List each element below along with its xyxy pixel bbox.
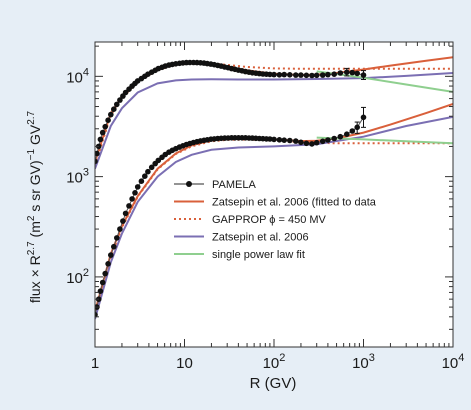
pamela-point bbox=[114, 235, 120, 241]
legend-label: single power law fit bbox=[212, 249, 305, 261]
series-gapprop-450-mv-helium bbox=[95, 138, 453, 318]
pamela-point bbox=[281, 71, 288, 78]
pamela-point bbox=[111, 243, 117, 250]
pamela-point bbox=[319, 138, 326, 145]
pamela-point bbox=[337, 70, 344, 76]
pamela-point bbox=[129, 196, 135, 202]
pamela-point bbox=[276, 137, 283, 143]
pamela-point bbox=[97, 288, 104, 295]
pamela-point bbox=[95, 158, 98, 165]
y-tick-label: 102 bbox=[66, 267, 89, 287]
pamela-point bbox=[105, 117, 111, 123]
x-tick-label: 103 bbox=[352, 352, 375, 372]
pamela-point bbox=[132, 190, 138, 196]
pamela-point bbox=[303, 72, 310, 79]
legend-label: Zatsepin et al. 2006 (fitted to data bbox=[212, 197, 377, 209]
pamela-point bbox=[114, 101, 120, 108]
pamela-point bbox=[95, 150, 100, 157]
legend-item: single power law fit bbox=[174, 249, 305, 261]
x-tick-label: 1 bbox=[91, 355, 99, 372]
pamela-point bbox=[102, 123, 108, 130]
legend-label: PAMELA bbox=[212, 179, 256, 191]
pamela-point bbox=[111, 106, 117, 112]
pamela-point bbox=[138, 178, 145, 184]
pamela-point bbox=[313, 139, 320, 146]
pamela-point bbox=[155, 157, 162, 164]
tick-labels: 1 10 102 103 104 102 103 104 bbox=[66, 66, 464, 372]
pamela-point bbox=[117, 226, 123, 232]
pamela-point bbox=[145, 168, 151, 175]
series-zatsepin-et-al-2006-protons bbox=[95, 72, 453, 170]
legend-item: GAPPROP ϕ = 450 MV bbox=[174, 214, 327, 226]
pamela-point bbox=[267, 136, 273, 142]
pamela-point bbox=[331, 71, 338, 77]
legend-label: GAPPROP ϕ = 450 MV bbox=[212, 214, 327, 226]
pamela-point bbox=[108, 252, 114, 258]
pamela-point bbox=[293, 72, 299, 78]
pamela-point bbox=[349, 69, 356, 76]
pamela-point bbox=[293, 138, 299, 144]
x-tick-label: 10 bbox=[176, 355, 193, 372]
pamela-point bbox=[287, 137, 293, 144]
pamela-point bbox=[325, 137, 331, 143]
y-tick-label: 104 bbox=[66, 66, 89, 86]
pamela-point bbox=[298, 139, 304, 146]
pamela-point bbox=[354, 70, 361, 77]
pamela-point bbox=[134, 184, 141, 190]
pamela-point bbox=[319, 72, 326, 78]
pamela-points bbox=[95, 59, 367, 318]
pamela-point bbox=[287, 72, 293, 78]
x-tick-label: 104 bbox=[442, 352, 465, 372]
pamela-point bbox=[95, 311, 98, 318]
pamela-point bbox=[271, 136, 277, 143]
pamela-point bbox=[313, 72, 320, 79]
legend: PAMELA Zatsepin et al. 2006 (fitted to da… bbox=[174, 179, 377, 261]
pamela-point bbox=[271, 71, 277, 78]
x-tick-label: 102 bbox=[263, 352, 286, 372]
legend-marker bbox=[186, 181, 192, 187]
pamela-point bbox=[117, 97, 123, 103]
pamela-point bbox=[309, 72, 315, 79]
pamela-point bbox=[105, 261, 111, 267]
pamela-point bbox=[344, 131, 350, 137]
pamela-point bbox=[337, 133, 344, 140]
x-axis-label: R (GV) bbox=[250, 375, 297, 392]
pamela-point bbox=[298, 72, 304, 78]
plot-area bbox=[95, 42, 453, 347]
pamela-point bbox=[142, 173, 148, 179]
pamela-point bbox=[325, 71, 331, 78]
pamela-point bbox=[309, 141, 315, 147]
pamela-point bbox=[349, 128, 356, 134]
pamela-point bbox=[97, 136, 104, 143]
axis-ticks bbox=[94, 42, 454, 348]
pamela-point bbox=[276, 72, 283, 78]
pamela-point bbox=[281, 137, 288, 143]
pamela-point bbox=[148, 164, 155, 171]
pamela-point bbox=[108, 111, 114, 118]
pamela-point bbox=[120, 218, 126, 224]
pamela-point bbox=[122, 210, 129, 217]
y-axis-label: flux × R2.7 (m2 s sr GV)−1 GV2.7 bbox=[26, 110, 43, 303]
y-tick-label: 103 bbox=[66, 167, 89, 187]
pamela-point bbox=[331, 135, 338, 142]
pamela-point bbox=[99, 279, 106, 286]
legend-label: Zatsepin et al. 2006 bbox=[212, 232, 309, 244]
pamela-point bbox=[126, 203, 132, 209]
legend-item: PAMELA bbox=[174, 179, 256, 191]
pamela-point bbox=[102, 270, 108, 277]
legend-item: Zatsepin et al. 2006 (fitted to data bbox=[174, 197, 377, 209]
series-zatsepin-et-al-2006-helium bbox=[95, 115, 453, 320]
pamela-point bbox=[267, 71, 273, 78]
pamela-point bbox=[303, 140, 310, 147]
pamela-point bbox=[99, 129, 106, 136]
legend-item: Zatsepin et al. 2006 bbox=[174, 232, 309, 244]
